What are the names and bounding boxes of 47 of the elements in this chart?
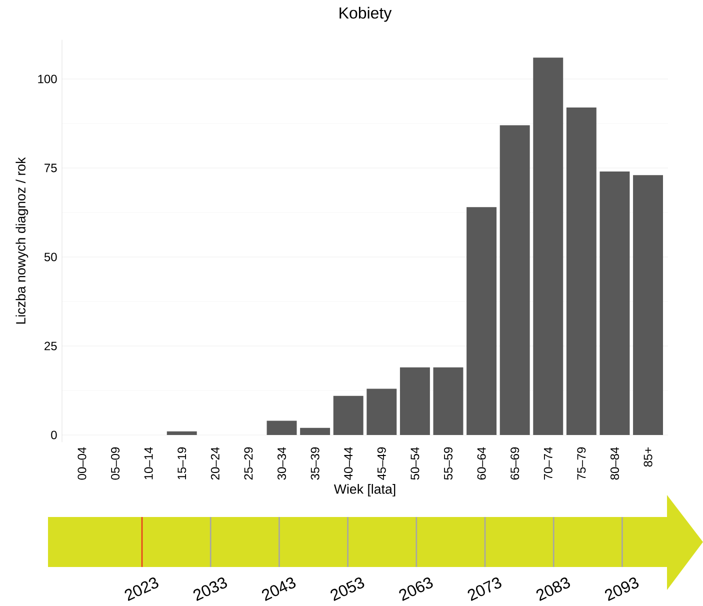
bar xyxy=(633,175,663,435)
x-tick-label: 30–34 xyxy=(278,447,286,480)
x-tick-label: 15–19 xyxy=(178,447,186,480)
text: 2053 xyxy=(330,578,364,601)
x-tick-label: 75–79 xyxy=(577,447,586,480)
y-tick-label: 25 xyxy=(44,342,57,350)
bar xyxy=(500,125,530,435)
x-tick-label: 55–59 xyxy=(444,447,452,480)
bar xyxy=(566,107,596,435)
x-tick-label: 25–29 xyxy=(244,447,253,480)
text: 2083 xyxy=(536,578,570,601)
y-tick-label: 50 xyxy=(44,252,57,262)
y-tick-label: 75 xyxy=(44,164,57,172)
x-axis-title: Wiek [lata] xyxy=(334,484,396,496)
bar xyxy=(433,367,464,435)
bar xyxy=(266,420,297,435)
x-tick-label: 10–14 xyxy=(144,447,153,480)
x-tick-label: 00–04 xyxy=(78,447,86,480)
y-tick-label: 100 xyxy=(38,74,57,84)
text: 2033 xyxy=(193,578,227,601)
text: 2073 xyxy=(468,578,502,601)
x-tick-label: 35–39 xyxy=(310,447,320,480)
x-tick-label: 20–24 xyxy=(210,447,220,480)
x-tick-label: 80–84 xyxy=(610,447,619,480)
bar xyxy=(166,431,197,435)
x-tick-label: 05–09 xyxy=(111,447,120,480)
bar xyxy=(366,388,397,435)
bar xyxy=(300,428,330,435)
bar xyxy=(333,396,364,435)
x-tick-label: 45–49 xyxy=(377,447,386,480)
text: 2093 xyxy=(604,578,639,601)
bar xyxy=(400,367,430,435)
x-tick-label: 40–44 xyxy=(344,447,353,480)
text: 2043 xyxy=(262,578,296,601)
text: 2063 xyxy=(399,578,433,601)
chart-title: Kobiety xyxy=(340,6,392,22)
bar xyxy=(533,58,564,435)
text: 2023 xyxy=(124,578,158,601)
y-tick-label: 0 xyxy=(51,430,57,440)
y-axis-title: Liczba nowych diagnoz / rok xyxy=(16,157,28,324)
bar xyxy=(600,172,630,435)
x-tick-label: 70–74 xyxy=(544,447,552,480)
bar xyxy=(466,207,497,435)
x-tick-label: 50–54 xyxy=(410,447,420,480)
x-tick-label: 65–69 xyxy=(510,447,520,480)
x-tick-label: 85+ xyxy=(644,447,652,467)
x-tick-label: 60–64 xyxy=(477,447,486,480)
